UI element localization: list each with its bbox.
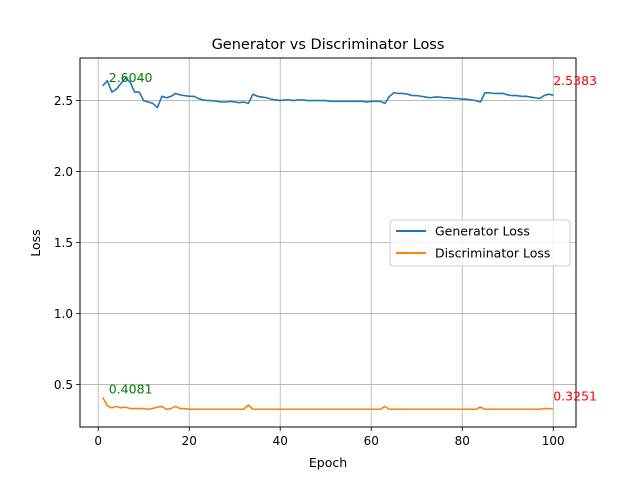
generator-loss-line: [102, 77, 554, 109]
annotation-layer: 2.6040 2.5383 0.4081 0.3251: [109, 70, 597, 403]
legend: Generator Loss Discriminator Loss: [389, 219, 571, 267]
y-tick-label: 1.0: [54, 307, 73, 321]
y-tick-label: 1.5: [54, 236, 73, 250]
annotation-discriminator-end: 0.3251: [553, 388, 597, 403]
x-tick-label: 40: [273, 434, 288, 448]
discriminator-loss-line: [102, 397, 554, 411]
x-tick-label: 0: [94, 434, 102, 448]
x-tick-label: 20: [182, 434, 197, 448]
chart-title: Generator vs Discriminator Loss: [212, 37, 445, 53]
annotation-generator-start: 2.6040: [109, 70, 153, 85]
legend-frame: [389, 219, 571, 267]
tick-layer: 0 20 40 60 80 100 0.5 1.0 1.5 2.0 2.5: [54, 94, 565, 448]
y-tick-label: 2.0: [54, 165, 73, 179]
x-tick-label: 100: [542, 434, 565, 448]
x-axis-label: Epoch: [309, 455, 347, 470]
x-tick-label: 80: [455, 434, 470, 448]
y-axis-label: Loss: [28, 229, 43, 256]
x-tick-label: 60: [364, 434, 379, 448]
legend-label-generator: Generator Loss: [435, 224, 530, 239]
annotation-generator-end: 2.5383: [553, 73, 597, 88]
annotation-discriminator-start: 0.4081: [109, 381, 153, 396]
series-layer: [102, 77, 554, 411]
legend-label-discriminator: Discriminator Loss: [435, 246, 550, 261]
y-tick-label: 0.5: [54, 378, 73, 392]
y-tick-label: 2.5: [54, 94, 73, 108]
